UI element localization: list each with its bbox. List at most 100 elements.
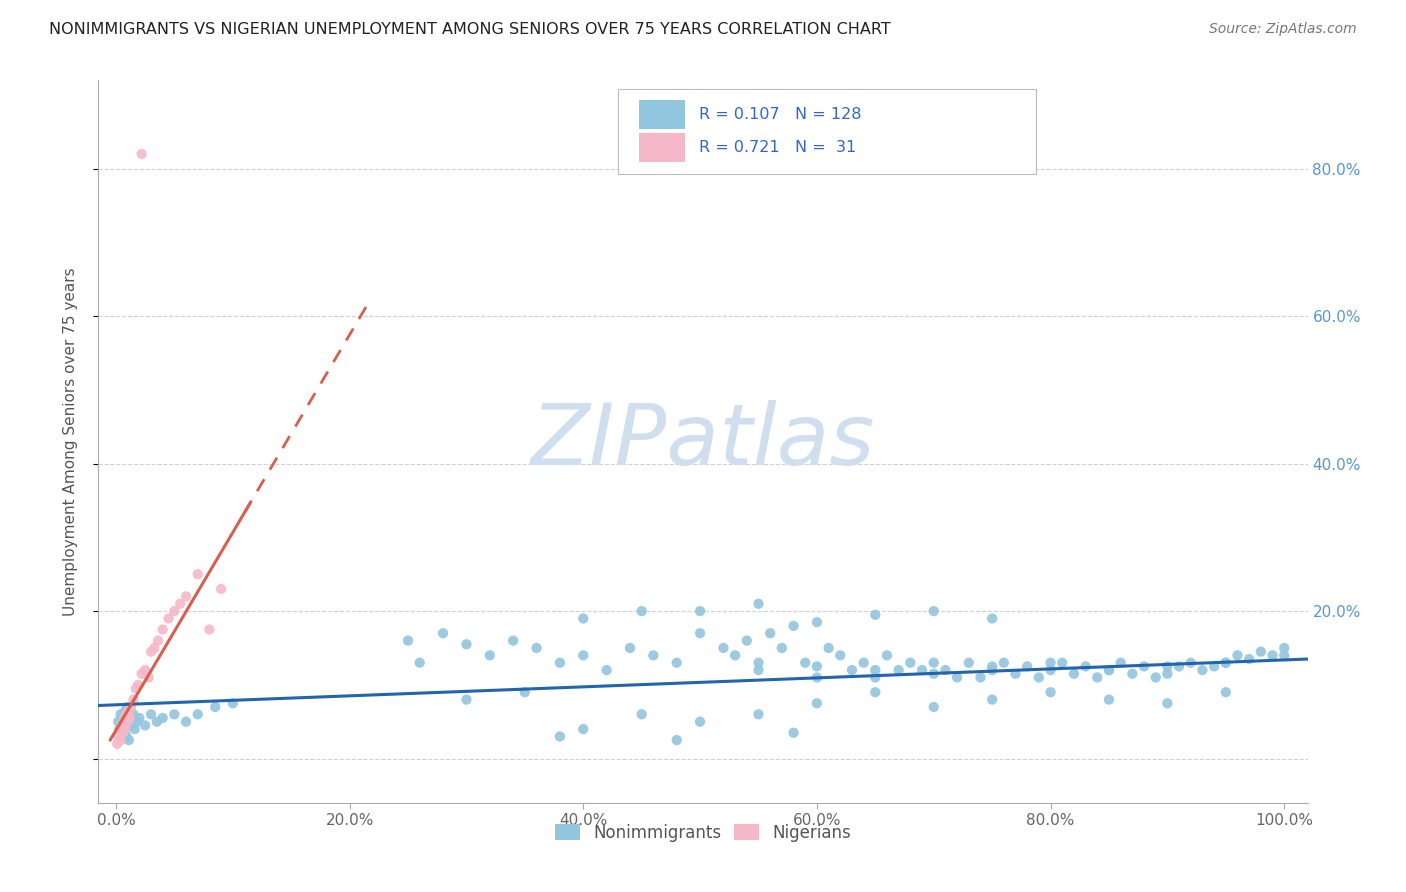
Point bbox=[108, 722, 131, 736]
Point bbox=[107, 714, 129, 729]
Point bbox=[127, 678, 149, 692]
Point bbox=[152, 711, 174, 725]
Point bbox=[120, 700, 142, 714]
Point bbox=[1063, 666, 1085, 681]
Point bbox=[111, 725, 134, 739]
Point bbox=[981, 659, 1004, 673]
Point bbox=[124, 722, 146, 736]
Point bbox=[111, 711, 134, 725]
Point bbox=[548, 656, 571, 670]
Point bbox=[146, 714, 169, 729]
Point bbox=[114, 704, 136, 718]
Point bbox=[1272, 640, 1295, 655]
Point bbox=[724, 648, 747, 663]
Point bbox=[131, 666, 153, 681]
Point bbox=[146, 633, 169, 648]
Point bbox=[409, 656, 432, 670]
Point bbox=[782, 619, 804, 633]
Point bbox=[1109, 656, 1132, 670]
Point bbox=[1039, 663, 1062, 677]
Point bbox=[117, 700, 139, 714]
Point bbox=[143, 640, 166, 655]
Point bbox=[163, 707, 186, 722]
Point bbox=[922, 666, 945, 681]
Point bbox=[865, 607, 887, 622]
Text: R = 0.721   N =  31: R = 0.721 N = 31 bbox=[699, 140, 856, 155]
Point bbox=[163, 604, 186, 618]
Point bbox=[134, 718, 156, 732]
Point bbox=[1004, 666, 1026, 681]
Point bbox=[981, 611, 1004, 625]
Point bbox=[122, 692, 145, 706]
Text: R = 0.107   N = 128: R = 0.107 N = 128 bbox=[699, 107, 862, 121]
Point bbox=[1085, 670, 1108, 684]
Point bbox=[139, 645, 162, 659]
Point bbox=[110, 707, 132, 722]
Point bbox=[630, 604, 652, 618]
Point bbox=[112, 725, 135, 739]
Point bbox=[841, 663, 863, 677]
Point bbox=[131, 147, 153, 161]
Point bbox=[898, 656, 921, 670]
Point bbox=[865, 685, 887, 699]
Point bbox=[794, 656, 817, 670]
Point bbox=[1204, 659, 1226, 673]
Point bbox=[770, 640, 793, 655]
Point bbox=[114, 722, 136, 736]
Point bbox=[456, 692, 478, 706]
Point bbox=[111, 718, 134, 732]
Point bbox=[643, 648, 665, 663]
Point bbox=[747, 656, 769, 670]
Point bbox=[1017, 659, 1039, 673]
Point bbox=[957, 656, 980, 670]
Point bbox=[1144, 670, 1167, 684]
Point bbox=[152, 623, 174, 637]
Point bbox=[169, 597, 191, 611]
Point bbox=[806, 659, 828, 673]
Point bbox=[993, 656, 1015, 670]
Point bbox=[806, 696, 828, 710]
Point bbox=[118, 711, 141, 725]
Point bbox=[1215, 656, 1237, 670]
Point bbox=[887, 663, 910, 677]
Point bbox=[115, 730, 138, 744]
Point bbox=[934, 663, 956, 677]
Point bbox=[108, 722, 131, 736]
Point bbox=[911, 663, 934, 677]
Point bbox=[1191, 663, 1213, 677]
Point bbox=[946, 670, 969, 684]
Point bbox=[981, 663, 1004, 677]
Point bbox=[572, 611, 595, 625]
Point bbox=[513, 685, 536, 699]
FancyBboxPatch shape bbox=[619, 89, 1035, 174]
Point bbox=[526, 640, 548, 655]
Point bbox=[502, 633, 524, 648]
Point bbox=[1028, 670, 1050, 684]
Point bbox=[128, 711, 150, 725]
Point bbox=[981, 692, 1004, 706]
Point bbox=[548, 730, 571, 744]
Legend: Nonimmigrants, Nigerians: Nonimmigrants, Nigerians bbox=[548, 817, 858, 848]
Point bbox=[112, 711, 135, 725]
Point bbox=[105, 737, 128, 751]
Point bbox=[1156, 666, 1178, 681]
Point bbox=[139, 707, 162, 722]
Point bbox=[118, 704, 141, 718]
Point bbox=[111, 718, 134, 732]
Point bbox=[1098, 663, 1121, 677]
Point bbox=[204, 700, 226, 714]
Point bbox=[1098, 663, 1121, 677]
Point bbox=[198, 623, 221, 637]
Point bbox=[115, 707, 138, 722]
Point bbox=[478, 648, 501, 663]
Point bbox=[922, 700, 945, 714]
Point bbox=[117, 714, 139, 729]
Point bbox=[432, 626, 454, 640]
Point bbox=[456, 637, 478, 651]
Point bbox=[107, 730, 129, 744]
Point bbox=[572, 648, 595, 663]
Point bbox=[759, 626, 782, 640]
Point bbox=[747, 663, 769, 677]
Y-axis label: Unemployment Among Seniors over 75 years: Unemployment Among Seniors over 75 years bbox=[63, 268, 77, 615]
Point bbox=[1133, 659, 1156, 673]
